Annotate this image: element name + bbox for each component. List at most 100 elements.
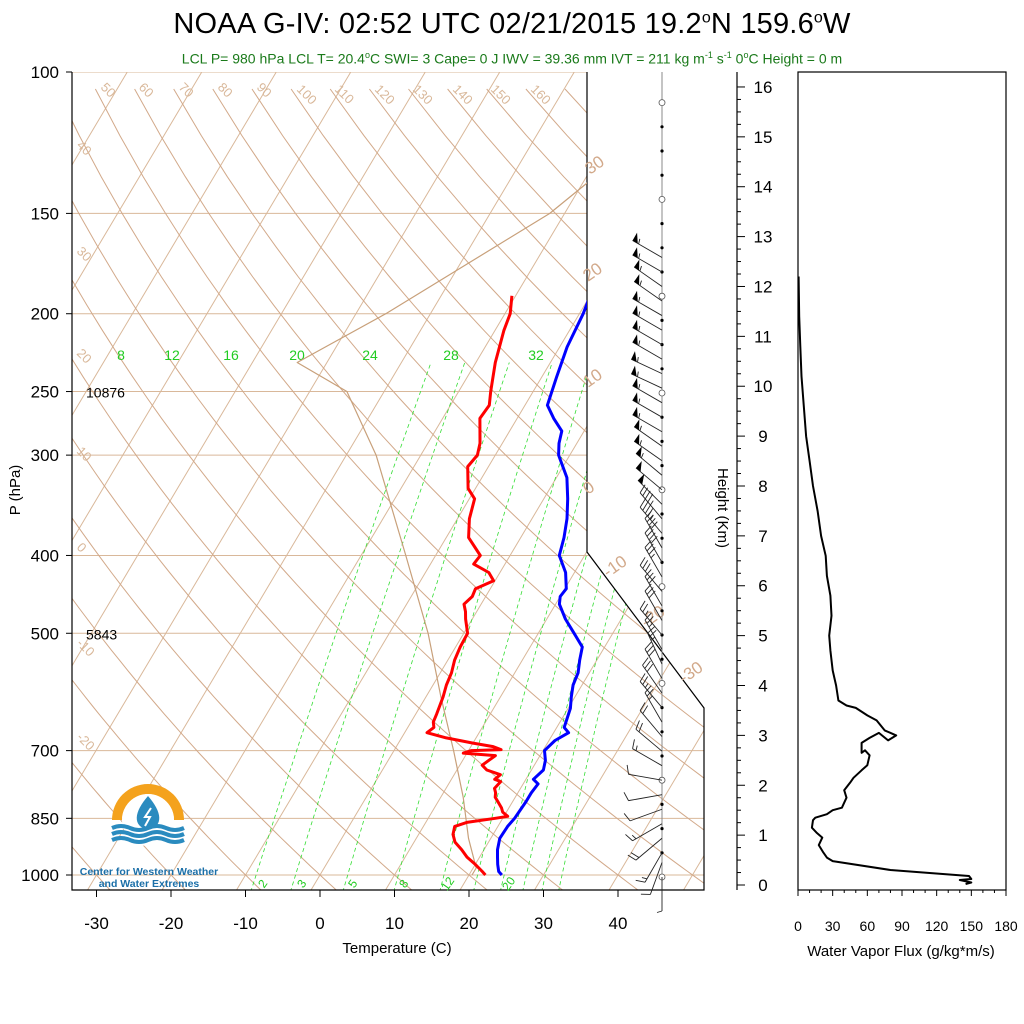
barb-full-feather bbox=[644, 505, 651, 514]
barb-station-dot bbox=[660, 657, 664, 661]
geopotential-height-label: 5843 bbox=[86, 626, 117, 642]
wind-barb bbox=[639, 702, 663, 737]
isotherm-label: 40 bbox=[74, 138, 95, 159]
flux-axis-title: Water Vapor Flux (g/kg*m/s) bbox=[807, 943, 995, 960]
barb-full-feather bbox=[642, 502, 649, 511]
barb-full-feather bbox=[639, 673, 646, 682]
barb-station-dot bbox=[660, 464, 664, 468]
isotherm-label: 140 bbox=[450, 82, 476, 108]
barb-station-dot bbox=[660, 609, 664, 613]
height-axis-title: Height (Km) bbox=[714, 468, 731, 548]
wind-barb bbox=[632, 319, 663, 345]
barb-full-feather bbox=[635, 720, 640, 730]
wind-barb bbox=[642, 657, 663, 694]
mixing-ratio-line bbox=[393, 362, 553, 890]
title-lon-text: W bbox=[823, 8, 851, 40]
wind-barb bbox=[633, 433, 663, 462]
logo-wave bbox=[111, 824, 185, 832]
barb-station-dot bbox=[660, 222, 664, 226]
barb-full-feather bbox=[642, 560, 649, 569]
height-tick-label: 2 bbox=[758, 776, 767, 795]
mixing-ratio-label: 28 bbox=[443, 347, 459, 363]
barb-staff bbox=[639, 710, 663, 737]
barb-half-feather bbox=[650, 514, 654, 520]
barb-half-feather bbox=[638, 238, 641, 245]
dry-adiabat-line bbox=[447, 88, 704, 890]
barb-full-feather bbox=[627, 854, 637, 861]
flux-tick-label: 180 bbox=[994, 918, 1018, 934]
isotherm-line bbox=[528, 72, 704, 890]
barb-pennant bbox=[632, 290, 638, 302]
wind-barb bbox=[644, 569, 663, 607]
barb-half-feather bbox=[637, 371, 639, 377]
temperature-profile-line bbox=[425, 295, 514, 876]
barb-station-dot bbox=[660, 754, 664, 758]
mixing-ratio-label: 32 bbox=[528, 347, 544, 363]
barb-half-feather bbox=[638, 311, 641, 317]
wind-barb bbox=[639, 673, 663, 708]
x-tick-label: 20 bbox=[460, 914, 479, 933]
barb-full-feather bbox=[648, 648, 656, 657]
barb-full-feather bbox=[647, 493, 654, 503]
pressure-tick-label: 500 bbox=[31, 624, 59, 643]
barb-full-feather bbox=[630, 852, 640, 858]
pressure-tick-label: 300 bbox=[31, 446, 59, 465]
subtitle-exponent: -1 bbox=[704, 50, 713, 60]
pressure-tick-label: 1000 bbox=[21, 866, 59, 885]
isotherm-label: 130 bbox=[410, 82, 436, 108]
logo-caption-line1: Center for Western Weather bbox=[79, 866, 219, 878]
barb-staff bbox=[629, 808, 663, 822]
barb-half-feather bbox=[638, 398, 641, 404]
mixing-ratio-line bbox=[558, 362, 691, 890]
barb-staff bbox=[639, 492, 663, 520]
barb-full-feather bbox=[642, 603, 649, 613]
barb-full-feather bbox=[635, 879, 646, 883]
isotherm-label: 120 bbox=[372, 82, 398, 108]
dry-adiabat-label: 0 bbox=[579, 477, 598, 498]
isotherm-label: 20 bbox=[74, 346, 95, 367]
barb-full-feather bbox=[639, 702, 646, 711]
barb-staff bbox=[633, 266, 663, 287]
wind-barb bbox=[632, 290, 663, 316]
dry-adiabat-line bbox=[94, 88, 704, 890]
barb-staff bbox=[639, 681, 663, 708]
degree-symbol: o bbox=[743, 50, 749, 60]
subtitle-exponent: -1 bbox=[723, 50, 732, 60]
isotherm-label: 160 bbox=[528, 82, 554, 108]
wind-barb bbox=[632, 406, 663, 433]
dry-adiabat-line bbox=[72, 88, 415, 890]
barb-full-feather bbox=[650, 521, 658, 530]
barb-half-feather bbox=[656, 910, 663, 913]
skew-t-grid bbox=[72, 72, 704, 890]
barb-staff bbox=[647, 633, 663, 665]
dry-adiabat-line bbox=[72, 88, 641, 890]
chart-title: NOAA G-IV: 02:52 UTC 02/21/2015 19.2oN 1… bbox=[0, 8, 1024, 41]
pressure-tick-label: 850 bbox=[31, 809, 59, 828]
height-tick-label: 15 bbox=[754, 128, 773, 147]
barb-full-feather bbox=[644, 569, 652, 577]
barb-pennant bbox=[632, 305, 638, 317]
barb-staff bbox=[632, 312, 663, 331]
barb-half-feather bbox=[650, 500, 654, 506]
barb-staff bbox=[633, 281, 663, 302]
calm-wind-circle bbox=[658, 195, 666, 203]
height-tick-label: 8 bbox=[758, 477, 767, 496]
mixing-ratio-line bbox=[289, 362, 466, 890]
x-axis-title: Temperature (C) bbox=[342, 940, 451, 957]
wind-barb bbox=[644, 685, 663, 723]
barb-half-feather bbox=[631, 834, 637, 840]
dry-adiabat-line bbox=[72, 88, 566, 890]
barb-full-feather bbox=[625, 834, 633, 842]
dry-adiabat-line bbox=[642, 88, 704, 890]
dry-adiabat-line bbox=[72, 88, 264, 890]
x-tick-label: -10 bbox=[233, 914, 258, 933]
barb-station-dot bbox=[660, 173, 664, 177]
wind-barb bbox=[635, 720, 663, 752]
barb-staff bbox=[633, 426, 663, 447]
mixing-ratio-label: 3 bbox=[294, 877, 309, 891]
calm-wind-circle bbox=[658, 292, 666, 300]
wind-barb bbox=[632, 392, 663, 418]
wind-barb bbox=[633, 274, 663, 302]
mixing-ratio-line bbox=[439, 362, 592, 890]
